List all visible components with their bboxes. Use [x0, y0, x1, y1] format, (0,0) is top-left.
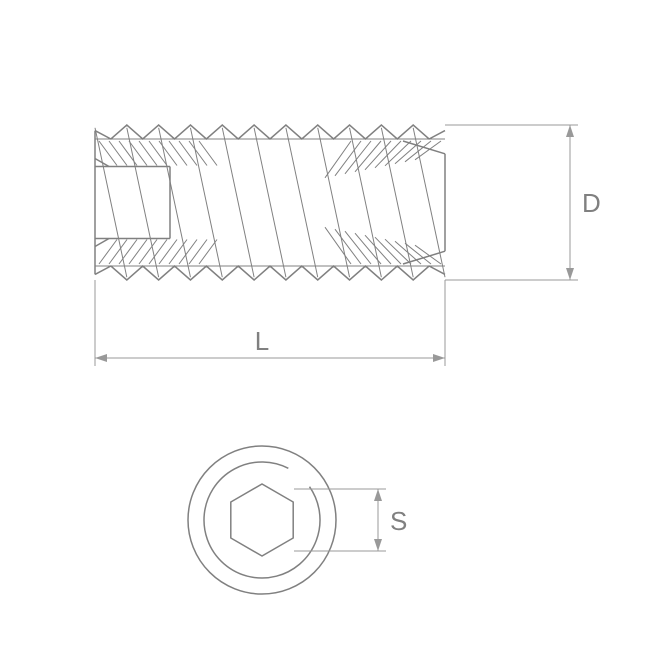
dim-label-L: L — [255, 326, 269, 356]
side-view — [95, 125, 445, 280]
set-screw-diagram: L D S — [0, 0, 670, 670]
dimensions: L D S — [95, 125, 601, 551]
dim-label-S: S — [390, 506, 407, 536]
end-view — [188, 446, 336, 594]
dim-label-D: D — [582, 188, 601, 218]
